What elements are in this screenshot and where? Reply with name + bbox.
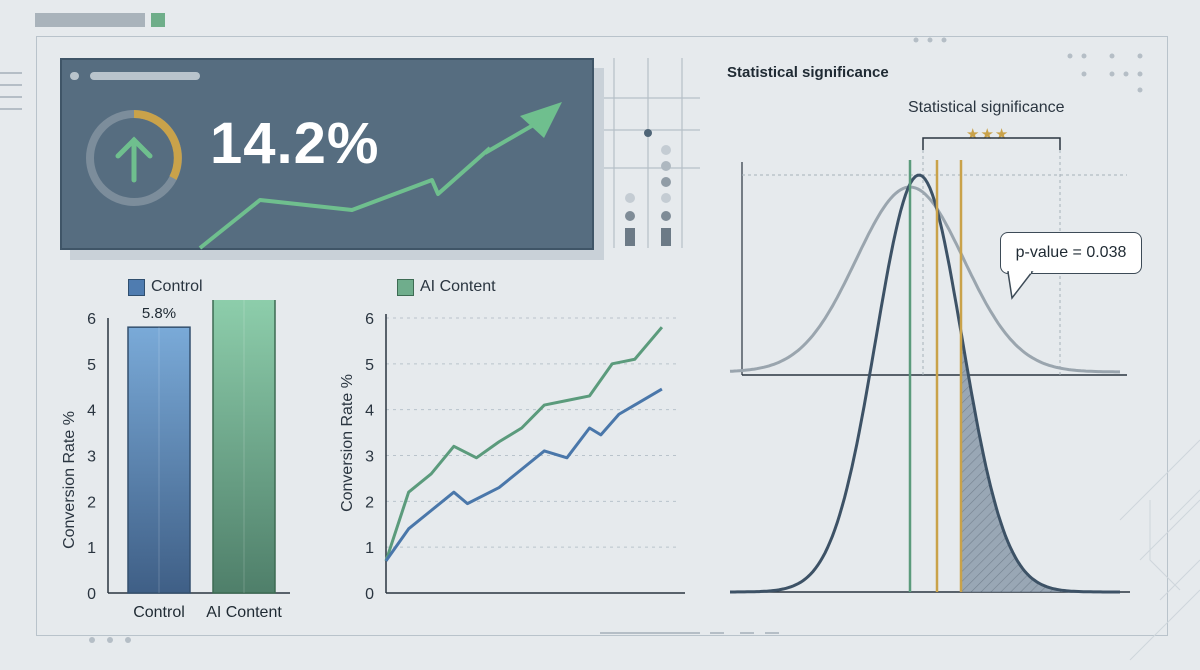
line-chart-ytick: 1 (365, 540, 374, 557)
bar-category-label: AI Content (206, 604, 282, 621)
bar-chart-ytick: 5 (87, 357, 96, 374)
kpi-panel-header-bar (70, 72, 79, 80)
bar-0 (127, 326, 191, 594)
kpi-value: 14.2% (210, 111, 380, 176)
legend-ai-content: AI Content (397, 278, 496, 296)
line-series-ai-content (384, 326, 664, 562)
significance-header-title: Statistical significance (727, 64, 889, 81)
line-chart-ytick: 3 (365, 449, 374, 466)
p-value-callout-pointer (1007, 270, 1034, 300)
significance-chart (729, 137, 1130, 594)
significance-bracket (922, 137, 1061, 150)
bar-value-label: 5.8% (142, 305, 176, 322)
kpi-gauge-progress (133, 110, 182, 180)
bar-chart-ytick: 2 (87, 494, 96, 511)
legend-ai-content-swatch (397, 278, 414, 296)
line-chart-ytick: 4 (365, 403, 374, 420)
significance-bracket-label: Statistical significance (908, 99, 1065, 116)
kpi-panel-header-line (90, 72, 200, 80)
bar-chart-ytick: 3 (87, 449, 96, 466)
bar-chart-ytick: 1 (87, 540, 96, 557)
line-series-control (384, 387, 663, 562)
decorative-top-bar (35, 13, 145, 27)
significance-shaded-tail (961, 332, 1120, 592)
kpi-side-grid (600, 58, 700, 248)
kpi-graphics (86, 102, 562, 250)
kpi-trend-line (198, 146, 492, 250)
p-value-callout: p-value = 0.038 (1000, 232, 1142, 274)
line-chart: Conversion Rate % 0 1 2 3 4 5 6 (339, 311, 685, 603)
bar-chart-ytick: 6 (87, 311, 96, 328)
bar-chart-ylabel: Conversion Rate % (61, 411, 78, 549)
legend-control: Control (128, 278, 203, 296)
legend-control-label: Control (151, 278, 203, 295)
significance-curve-ai-content (730, 173, 1120, 594)
kpi-panel (60, 58, 594, 250)
significance-curve-control (729, 185, 1120, 374)
line-chart-ylabel: Conversion Rate % (339, 374, 356, 512)
dashboard-frame (36, 36, 1168, 636)
line-chart-ytick: 2 (365, 494, 374, 511)
bar-chart-ytick: 4 (87, 403, 96, 420)
line-chart-ytick: 5 (365, 357, 374, 374)
bar-category-label: Control (133, 604, 185, 621)
line-chart-ytick: 0 (365, 586, 374, 603)
bar-1 (212, 300, 276, 594)
bar-chart-ytick: 0 (87, 586, 96, 603)
decorative-top-square (151, 13, 165, 27)
legend-ai-content-label: AI Content (420, 278, 496, 295)
legend-control-swatch (128, 278, 145, 296)
line-chart-ytick: 6 (365, 311, 374, 328)
up-arrow-icon (115, 136, 153, 183)
